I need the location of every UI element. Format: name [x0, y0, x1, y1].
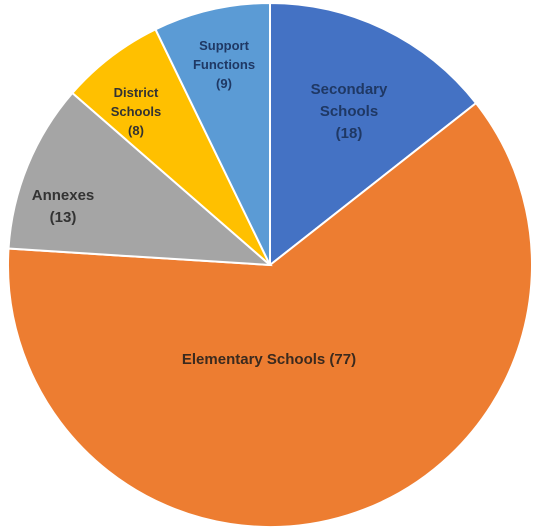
pie-label-line: Secondary [311, 81, 388, 98]
pie-label-secondary-schools: Secondary Schools (18) [311, 81, 388, 142]
pie-label-line: Schools [320, 103, 378, 120]
pie-label-line: (18) [336, 125, 363, 142]
pie-label-line: Functions [193, 57, 255, 72]
pie-label-elementary-schools: Elementary Schools (77) [182, 351, 356, 368]
pie-slice-annexes [7, 91, 273, 267]
pie-label-line: (13) [50, 209, 77, 226]
pie-label-line: Schools [111, 104, 162, 119]
pie-label-district-schools: District Schools (8) [111, 85, 162, 138]
pie-label-line: Annexes [32, 187, 95, 204]
pie-label-line: Elementary Schools (77) [182, 351, 356, 368]
pie-slice-elementary-schools [7, 101, 533, 528]
pie-label-line: (8) [128, 123, 144, 138]
pie-label-support-functions: Support Functions (9) [193, 38, 255, 91]
pie-label-annexes: Annexes (13) [32, 187, 95, 226]
pie-label-line: (9) [216, 76, 232, 91]
pie-label-line: District [114, 85, 159, 100]
pie-slice-support-functions [154, 1, 271, 266]
pie-label-line: Support [199, 38, 249, 53]
pie-slices [7, 1, 533, 528]
pie-labels: Secondary Schools (18) Elementary Schools (… [32, 38, 388, 368]
pie-slice-secondary-schools [269, 1, 478, 268]
